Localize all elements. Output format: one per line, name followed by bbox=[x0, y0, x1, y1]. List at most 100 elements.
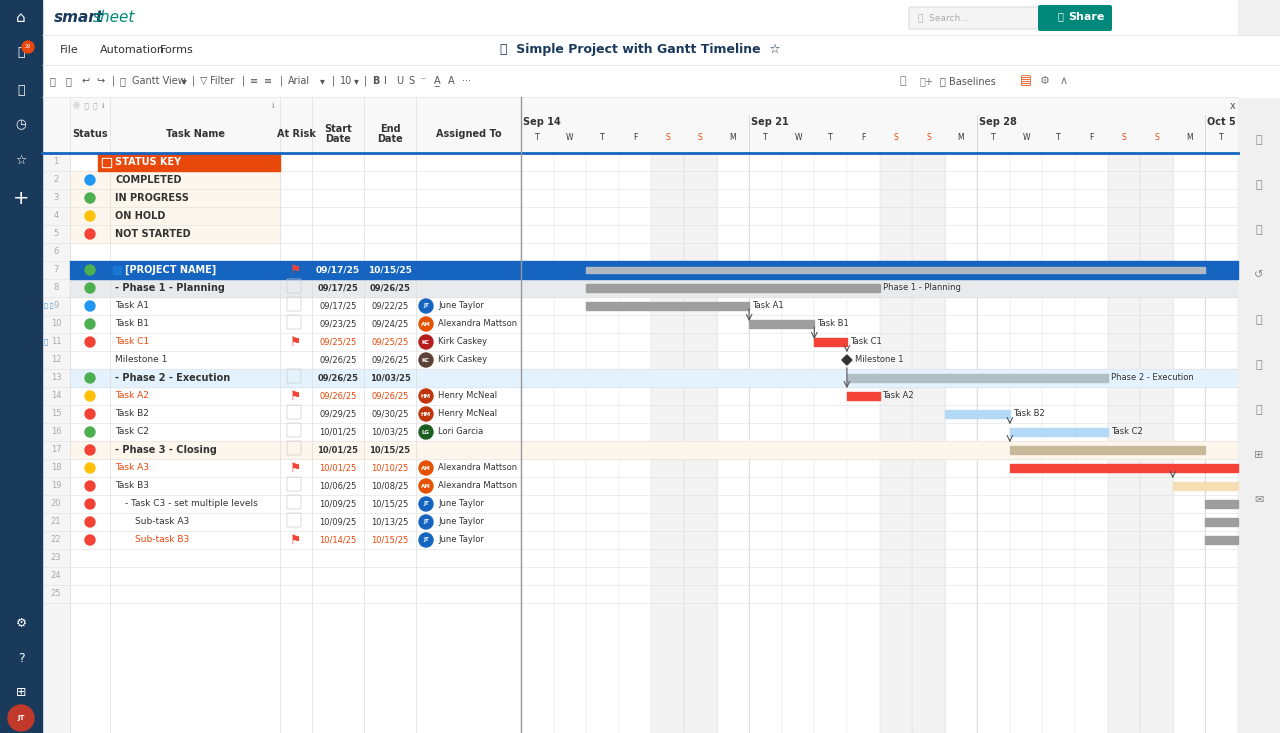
Text: 19: 19 bbox=[51, 482, 61, 490]
Text: x: x bbox=[1229, 101, 1235, 111]
Circle shape bbox=[84, 427, 95, 437]
Text: ⊞: ⊞ bbox=[15, 687, 27, 699]
Text: Gantt View: Gantt View bbox=[132, 76, 186, 86]
Circle shape bbox=[419, 407, 433, 421]
Text: M: M bbox=[730, 133, 736, 141]
Bar bbox=[1010, 428, 1107, 436]
Text: KC: KC bbox=[422, 358, 430, 363]
Text: 📋  Simple Project with Gantt Timeline  ☆: 📋 Simple Project with Gantt Timeline ☆ bbox=[499, 43, 781, 56]
Text: 09/22/25: 09/22/25 bbox=[371, 301, 408, 311]
Text: S: S bbox=[408, 76, 415, 86]
Text: ▾: ▾ bbox=[320, 76, 325, 86]
Text: 📦: 📦 bbox=[1256, 225, 1262, 235]
Text: 24: 24 bbox=[51, 572, 61, 581]
Circle shape bbox=[419, 317, 433, 331]
Bar bbox=[586, 267, 1206, 273]
Text: S: S bbox=[698, 133, 703, 141]
Bar bbox=[1206, 500, 1238, 508]
Text: 09/25/25: 09/25/25 bbox=[371, 337, 408, 347]
Text: 🔍: 🔍 bbox=[900, 76, 906, 86]
Text: T: T bbox=[1056, 133, 1061, 141]
Text: 6: 6 bbox=[54, 248, 59, 257]
Text: W: W bbox=[566, 133, 573, 141]
Text: [PROJECT NAME]: [PROJECT NAME] bbox=[125, 265, 216, 275]
Text: +: + bbox=[13, 188, 29, 207]
Text: 09/17/25: 09/17/25 bbox=[317, 284, 358, 292]
Circle shape bbox=[84, 337, 95, 347]
FancyBboxPatch shape bbox=[909, 7, 1066, 29]
Circle shape bbox=[419, 515, 433, 529]
Text: 📤: 📤 bbox=[1256, 315, 1262, 325]
Text: AM: AM bbox=[421, 465, 431, 471]
Text: Task B1: Task B1 bbox=[115, 320, 148, 328]
Text: T: T bbox=[828, 133, 833, 141]
Bar bbox=[70, 171, 280, 189]
Circle shape bbox=[419, 497, 433, 511]
Circle shape bbox=[84, 373, 95, 383]
Text: Phase 1 - Planning: Phase 1 - Planning bbox=[882, 284, 960, 292]
Text: Task A1: Task A1 bbox=[115, 301, 148, 311]
Text: |: | bbox=[192, 75, 196, 86]
Text: Date: Date bbox=[325, 134, 351, 144]
Circle shape bbox=[419, 461, 433, 475]
Bar bbox=[847, 392, 879, 400]
Text: 17: 17 bbox=[51, 446, 61, 454]
Text: 11: 11 bbox=[51, 337, 61, 347]
Text: Status: Status bbox=[72, 129, 108, 139]
Text: 10/15/25: 10/15/25 bbox=[369, 265, 412, 274]
Text: ⌂: ⌂ bbox=[17, 10, 26, 26]
Text: I: I bbox=[384, 76, 387, 86]
Text: T: T bbox=[991, 133, 996, 141]
Circle shape bbox=[84, 193, 95, 203]
Text: 10/09/25: 10/09/25 bbox=[320, 517, 357, 526]
Text: Lori Garcia: Lori Garcia bbox=[438, 427, 484, 436]
Circle shape bbox=[419, 533, 433, 547]
Text: AM: AM bbox=[421, 322, 431, 326]
Circle shape bbox=[84, 229, 95, 239]
Text: F: F bbox=[861, 133, 865, 141]
Text: ✉: ✉ bbox=[1254, 495, 1263, 505]
Circle shape bbox=[84, 535, 95, 545]
Text: 10/15/25: 10/15/25 bbox=[371, 499, 408, 509]
Text: S: S bbox=[893, 133, 899, 141]
Circle shape bbox=[84, 481, 95, 491]
Text: 09/25/25: 09/25/25 bbox=[320, 337, 357, 347]
Bar bbox=[70, 261, 1238, 279]
Text: ◷: ◷ bbox=[15, 119, 27, 131]
Text: F: F bbox=[1089, 133, 1093, 141]
Text: 10/08/25: 10/08/25 bbox=[371, 482, 408, 490]
Text: ↪: ↪ bbox=[96, 76, 104, 86]
Text: 10/01/25: 10/01/25 bbox=[317, 446, 358, 454]
Text: Task B2: Task B2 bbox=[115, 410, 148, 419]
Text: 9: 9 bbox=[54, 301, 59, 311]
Text: 29: 29 bbox=[24, 45, 31, 50]
Text: Kirk Caskey: Kirk Caskey bbox=[438, 337, 488, 347]
Text: 09/24/25: 09/24/25 bbox=[371, 320, 408, 328]
Text: ▤: ▤ bbox=[1020, 75, 1032, 87]
Circle shape bbox=[84, 175, 95, 185]
Text: Sep 14: Sep 14 bbox=[524, 117, 561, 127]
Text: June Taylor: June Taylor bbox=[438, 499, 484, 509]
Text: Date: Date bbox=[378, 134, 403, 144]
Text: Sub-task A3: Sub-task A3 bbox=[134, 517, 189, 526]
Text: Phase 2 - Execution: Phase 2 - Execution bbox=[1111, 374, 1193, 383]
Text: Filter: Filter bbox=[210, 76, 234, 86]
Text: - Phase 1 - Planning: - Phase 1 - Planning bbox=[115, 283, 225, 293]
Text: ⬜: ⬜ bbox=[1256, 135, 1262, 145]
Text: S: S bbox=[1121, 133, 1126, 141]
Text: smart: smart bbox=[54, 10, 104, 25]
Text: 10/13/25: 10/13/25 bbox=[371, 517, 408, 526]
Text: June Taylor: June Taylor bbox=[438, 536, 484, 545]
Text: A̲: A̲ bbox=[434, 75, 440, 86]
Text: Forms: Forms bbox=[160, 45, 193, 55]
Bar bbox=[586, 302, 749, 310]
Bar bbox=[1206, 518, 1238, 526]
Text: 10/14/25: 10/14/25 bbox=[320, 536, 357, 545]
Text: - Phase 2 - Execution: - Phase 2 - Execution bbox=[115, 373, 230, 383]
Text: 10/15/25: 10/15/25 bbox=[370, 446, 411, 454]
Text: sheet: sheet bbox=[93, 10, 136, 25]
Circle shape bbox=[84, 319, 95, 329]
Text: Automation: Automation bbox=[100, 45, 165, 55]
Text: - Phase 3 - Closing: - Phase 3 - Closing bbox=[115, 445, 216, 455]
Text: STATUS KEY: STATUS KEY bbox=[115, 157, 182, 167]
